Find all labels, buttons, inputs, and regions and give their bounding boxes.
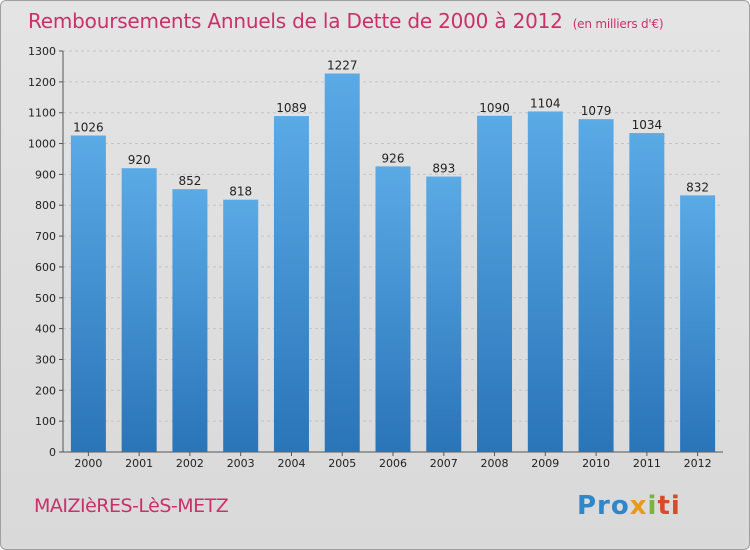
x-tick-label: 2010	[582, 457, 610, 470]
x-tick-label: 2007	[430, 457, 458, 470]
bar	[426, 176, 462, 453]
y-tick-label: 500	[35, 292, 56, 305]
data-label: 1227	[327, 59, 358, 73]
bar	[223, 199, 259, 452]
bar	[375, 166, 411, 452]
bar	[680, 195, 716, 453]
data-label: 852	[178, 174, 201, 188]
x-tick-label: 2012	[684, 457, 712, 470]
logo-part-3: i	[647, 491, 658, 521]
data-label: 1090	[479, 101, 510, 115]
city-name: MAIZIèRES-LèS-METZ	[34, 495, 229, 517]
data-label: 893	[432, 162, 455, 176]
y-tick-label: 0	[49, 446, 56, 459]
bar	[527, 111, 563, 452]
y-tick-label: 900	[35, 168, 56, 181]
data-label: 1104	[530, 96, 561, 110]
chart-title: Remboursements Annuels de la Dette de 20…	[28, 9, 664, 33]
y-tick-label: 1200	[28, 76, 56, 89]
logo-part-4: ti	[657, 491, 681, 521]
y-tick-label: 1100	[28, 107, 56, 120]
logo-part-2: x	[629, 491, 648, 521]
labels: 0 100 200 300 400 500 600 700 800 900 1000 1100 1200…	[28, 45, 712, 470]
data-label: 920	[128, 153, 151, 167]
x-tick-label: 2000	[74, 457, 102, 470]
bars	[70, 73, 716, 453]
x-tick-label: 2003	[227, 457, 255, 470]
y-tick-label: 1000	[28, 138, 56, 151]
bar	[324, 73, 360, 452]
y-tick-label: 700	[35, 230, 56, 243]
y-tick-label: 400	[35, 323, 56, 336]
data-label: 1026	[73, 121, 104, 135]
y-tick-label: 100	[35, 415, 56, 428]
x-tick-label: 2008	[481, 457, 509, 470]
y-tick-label: 800	[35, 199, 56, 212]
x-tick-label: 2011	[633, 457, 661, 470]
data-label: 1089	[276, 101, 307, 115]
proxiti-logo: Proxiti	[577, 491, 681, 521]
bar	[273, 116, 309, 452]
x-tick-label: 2002	[176, 457, 204, 470]
y-tick-label: 1300	[28, 45, 56, 58]
x-tick-label: 2005	[328, 457, 356, 470]
chart-subtitle: (en milliers d'€)	[572, 17, 664, 31]
bar	[121, 168, 157, 452]
logo-part-1: Pro	[577, 491, 630, 521]
data-label: 926	[382, 151, 405, 165]
data-label: 1079	[581, 104, 612, 118]
data-label: 818	[229, 185, 252, 199]
y-tick-label: 600	[35, 261, 56, 274]
x-tick-label: 2006	[379, 457, 407, 470]
data-label: 832	[686, 180, 709, 194]
bar	[172, 189, 208, 452]
bar	[578, 119, 614, 453]
x-tick-label: 2009	[531, 457, 559, 470]
chart-title-text: Remboursements Annuels de la Dette de 20…	[28, 9, 563, 33]
bar	[629, 133, 665, 452]
bar	[477, 115, 513, 453]
y-tick-label: 300	[35, 353, 56, 366]
x-tick-label: 2001	[125, 457, 153, 470]
bar	[70, 135, 106, 452]
data-label: 1034	[632, 118, 663, 132]
y-tick-label: 200	[35, 384, 56, 397]
x-tick-label: 2004	[277, 457, 305, 470]
